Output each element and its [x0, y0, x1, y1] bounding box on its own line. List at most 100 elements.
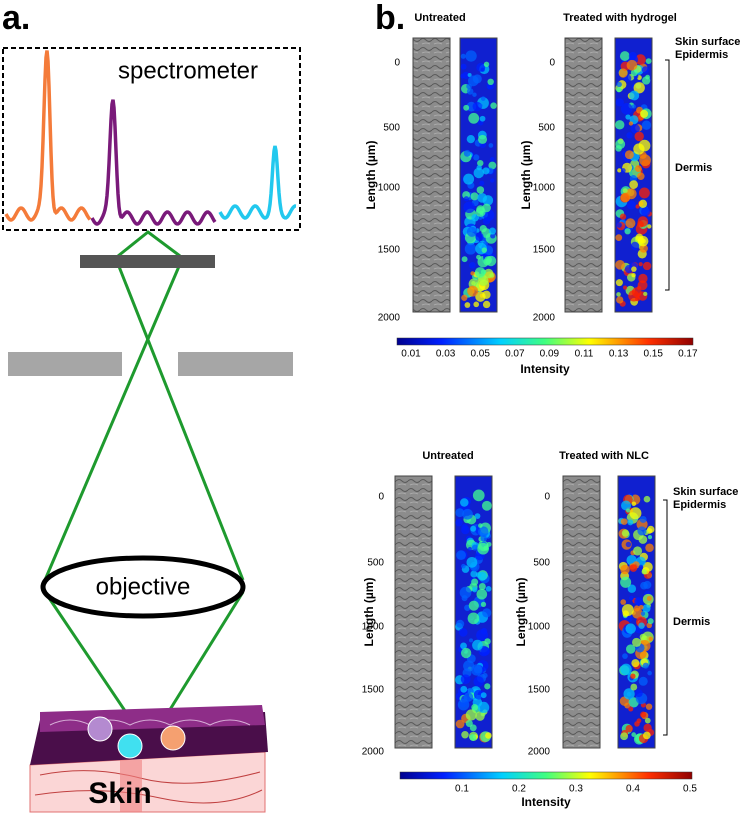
- map-pixel: [473, 665, 482, 674]
- y-tick-label: 2000: [378, 313, 401, 324]
- map-pixel: [467, 546, 472, 552]
- map-pixel: [620, 564, 630, 575]
- map-pixel: [618, 68, 628, 78]
- map-pixel: [460, 674, 471, 685]
- map-pixel: [480, 627, 488, 635]
- map-pixel: [478, 583, 486, 591]
- map-pixel: [626, 59, 638, 71]
- map-pixel: [466, 556, 478, 568]
- map-pixel: [477, 542, 489, 555]
- y-tick-label: 0: [549, 58, 555, 69]
- map-pixel: [634, 689, 643, 698]
- colorbar-tick-label: 0.5: [683, 784, 697, 795]
- map-pixel: [637, 220, 644, 228]
- map-pixel: [630, 69, 638, 77]
- spectrum: [218, 145, 297, 220]
- map-pixel: [479, 115, 486, 122]
- map-pixel: [490, 178, 495, 183]
- map-pixel: [622, 610, 630, 617]
- map-pixel: [467, 612, 480, 625]
- map-pixel: [457, 698, 470, 711]
- grating: [80, 255, 215, 268]
- map-pixel: [463, 692, 474, 702]
- map-pixel: [475, 207, 486, 217]
- objective-label: objective: [96, 573, 191, 600]
- panel-b: Untreated Length (µm) 0 500 1000 1500 2000 Trea…: [362, 12, 741, 809]
- map-pixel: [619, 213, 627, 220]
- colorbar-tick-label: 0.1: [455, 784, 469, 795]
- map-pixel: [638, 535, 648, 544]
- map-pixel: [469, 734, 477, 741]
- map-pixel: [630, 241, 640, 251]
- colorbar: [399, 771, 693, 780]
- map-pixel: [632, 608, 643, 619]
- map-pixel: [465, 50, 477, 62]
- colorbar-tick-label: 0.01: [401, 349, 421, 360]
- column-header: Treated with NLC: [559, 450, 649, 462]
- map-pixel: [619, 51, 630, 62]
- map-pixel: [467, 73, 472, 78]
- map-pixel: [471, 213, 479, 222]
- map-pixel: [471, 281, 476, 286]
- map-pixel: [639, 633, 647, 641]
- map-pixel: [628, 51, 637, 61]
- map-pixel: [474, 267, 486, 278]
- map-pixel: [473, 167, 485, 179]
- layer-label: Dermis: [675, 162, 712, 174]
- map-pixel: [476, 186, 485, 194]
- map-pixel: [621, 500, 632, 511]
- y-tick-label: 0: [544, 492, 550, 503]
- map-pixel: [642, 731, 651, 740]
- colorbar-tick-label: 0.09: [540, 349, 560, 360]
- panel-label: b.: [375, 0, 405, 37]
- tissue-image: [562, 475, 601, 749]
- layer-label: Skin surface: [675, 36, 740, 48]
- map-pixel: [471, 586, 478, 593]
- map-pixel: [638, 622, 645, 629]
- layer-bracket: [663, 499, 668, 736]
- map-pixel: [645, 703, 653, 710]
- map-pixel: [478, 275, 489, 286]
- y-tick-label: 0: [378, 492, 384, 503]
- map-pixel: [469, 724, 477, 732]
- map-pixel: [625, 623, 636, 634]
- map-pixel: [478, 103, 483, 108]
- layer-label: Epidermis: [675, 49, 728, 61]
- map-pixel: [625, 218, 636, 229]
- map-pixel: [471, 578, 479, 586]
- map-pixel: [638, 262, 643, 267]
- map-pixel: [464, 302, 471, 308]
- map-pixel: [483, 268, 494, 279]
- map-pixel: [629, 595, 634, 601]
- map-pixel: [640, 611, 646, 616]
- map-pixel: [480, 67, 485, 72]
- y-tick-label: 2000: [533, 313, 556, 324]
- map-pixel: [647, 534, 653, 540]
- map-pixel: [625, 114, 631, 120]
- map-pixel: [487, 85, 492, 90]
- map-pixel: [638, 187, 650, 199]
- map-pixel: [616, 296, 624, 304]
- map-pixel: [628, 121, 634, 126]
- colorbar-tick-label: 0.13: [609, 349, 629, 360]
- map-pixel: [462, 508, 473, 520]
- map-pixel: [615, 234, 623, 241]
- map-pixel: [645, 58, 652, 65]
- map-pixel: [626, 644, 636, 654]
- map-pixel: [630, 673, 636, 679]
- map-pixel: [639, 515, 647, 523]
- map-pixel: [620, 168, 626, 173]
- map-pixel: [473, 676, 485, 687]
- map-pixel: [616, 81, 622, 88]
- map-pixel: [615, 279, 623, 287]
- map-pixel: [461, 294, 468, 301]
- map-pixel: [631, 659, 640, 668]
- map-pixel: [634, 165, 642, 173]
- map-pixel: [484, 638, 491, 645]
- map-pixel: [477, 701, 490, 714]
- layer-label: Dermis: [673, 616, 710, 628]
- map-pixel: [485, 732, 492, 739]
- y-tick-label: 1000: [362, 622, 385, 633]
- map-pixel: [642, 76, 651, 85]
- map-pixel: [459, 586, 472, 599]
